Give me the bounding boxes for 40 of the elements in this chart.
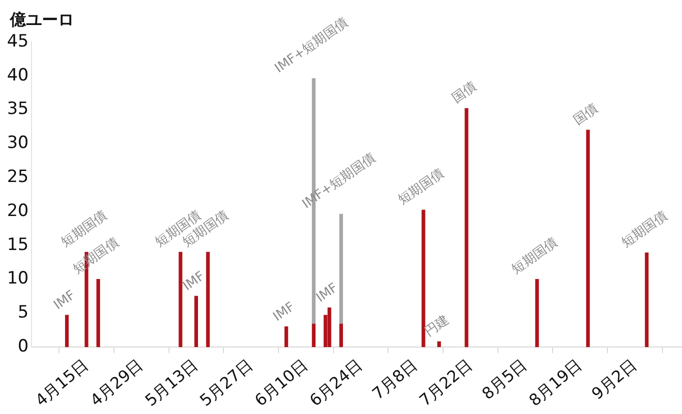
- x-tick-label: 9月2日: [588, 355, 640, 404]
- annotation: 短期国債: [619, 208, 670, 251]
- annotation: 円建: [422, 312, 452, 340]
- bar: [206, 252, 210, 348]
- bar: [339, 324, 343, 348]
- annotation: IMF: [270, 300, 298, 325]
- bar: [178, 252, 182, 348]
- annotation: 国債: [449, 79, 480, 106]
- bar: [284, 326, 288, 348]
- y-tick-label: 15: [6, 234, 29, 255]
- bar: [422, 210, 426, 348]
- x-tick-label: 4月15日: [32, 355, 92, 410]
- bar: [194, 296, 198, 348]
- bar: [96, 278, 100, 348]
- bar: [464, 108, 468, 348]
- bar: [312, 324, 316, 348]
- annotation: IMF: [51, 288, 78, 314]
- bar: [535, 278, 539, 348]
- annotation: 短期国債: [396, 166, 447, 208]
- y-axis-title: 億ユーロ: [10, 10, 74, 31]
- y-tick-label: 35: [6, 99, 29, 120]
- annotation: IMF: [314, 280, 341, 306]
- y-tick-label: 30: [6, 133, 29, 154]
- bar: [644, 252, 649, 348]
- bar: [339, 214, 343, 324]
- bar: [328, 307, 332, 348]
- bar: [65, 314, 69, 348]
- annotation: 短期国債: [509, 235, 561, 278]
- bar: [586, 130, 590, 348]
- bar: [437, 341, 441, 348]
- y-tick-label: 5: [18, 302, 29, 323]
- y-tick-label: 20: [6, 200, 29, 221]
- y-tick-label: 40: [6, 65, 29, 86]
- y-tick-label: 10: [6, 268, 29, 289]
- annotation: IMF: [180, 269, 208, 294]
- y-tick-label: 25: [6, 167, 29, 188]
- annotation: 国債: [570, 100, 601, 128]
- x-tick-label: 8月5日: [478, 355, 531, 404]
- y-tick-label: 45: [6, 31, 29, 52]
- y-tick-label: 0: [18, 336, 29, 357]
